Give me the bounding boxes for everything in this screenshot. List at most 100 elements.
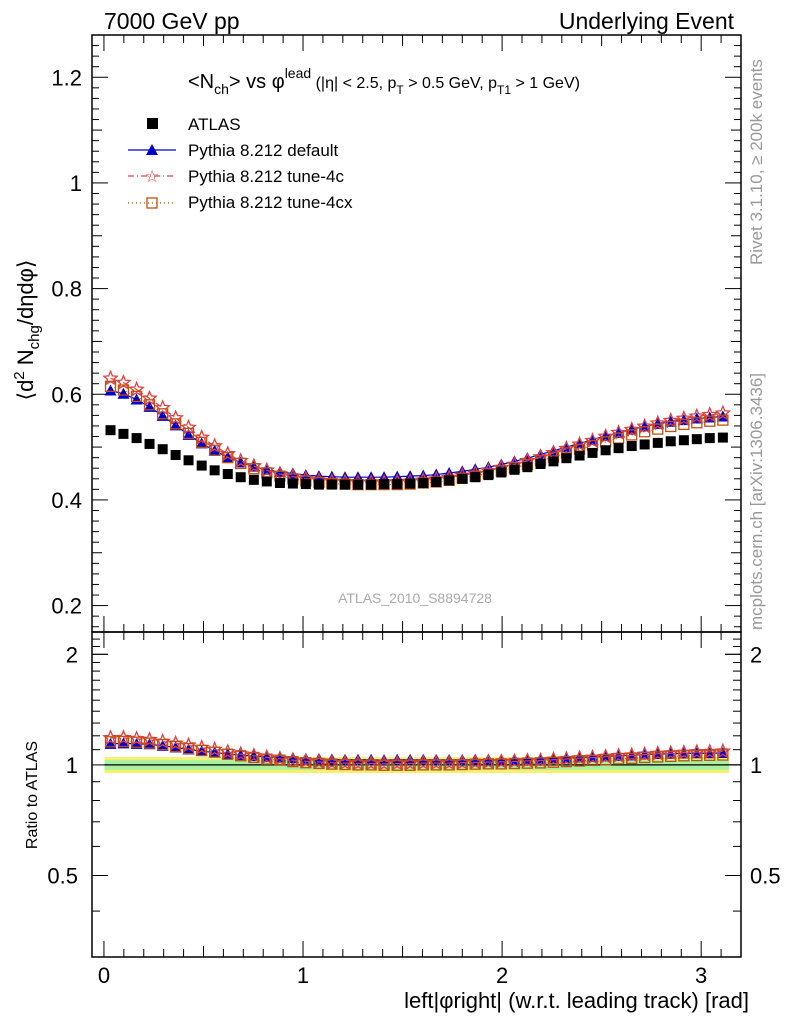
- ratio-point-tune4cx: [495, 758, 507, 770]
- point-atlas: [587, 447, 598, 458]
- ratio-point-tune4cx: [521, 757, 534, 769]
- point-atlas: [366, 479, 377, 490]
- point-default: [104, 384, 117, 396]
- ratio-ytick-label-right: 1: [750, 753, 762, 778]
- ratio-point-tune4cx: [208, 746, 221, 758]
- ratio-series-tune4cx: [104, 735, 729, 771]
- ratio-point-tune4cx: [274, 754, 286, 766]
- ratio-point-tune4cx: [404, 759, 416, 771]
- point-atlas: [613, 443, 624, 454]
- point-tune4c: [636, 417, 653, 434]
- point-atlas: [170, 450, 181, 461]
- ratio-point-tune4cx: [248, 751, 260, 764]
- ratio-point-tune4cx: [157, 739, 169, 751]
- point-default: [482, 461, 495, 473]
- point-atlas: [326, 479, 337, 490]
- point-atlas: [274, 478, 285, 489]
- header-left: 7000 GeV pp: [104, 8, 240, 34]
- main-ytick-label: 0.2: [51, 594, 82, 619]
- point-atlas: [626, 441, 637, 452]
- ratio-ytick-label-right: 0.5: [750, 863, 781, 888]
- point-atlas: [431, 476, 442, 487]
- ratio-point-tune4c: [102, 729, 119, 745]
- point-default: [169, 419, 182, 431]
- point-atlas: [509, 464, 520, 475]
- point-tune4c: [141, 389, 158, 406]
- point-atlas: [483, 470, 494, 481]
- point-tune4c: [167, 409, 184, 426]
- point-atlas: [652, 437, 663, 448]
- point-atlas: [209, 465, 220, 476]
- point-tune4c: [115, 373, 132, 390]
- point-atlas: [600, 445, 611, 456]
- point-atlas: [561, 453, 572, 464]
- ratio-point-tune4cx: [169, 740, 182, 753]
- point-tune4c: [610, 424, 627, 440]
- point-tune4c: [701, 406, 719, 422]
- ratio-point-tune4cx: [339, 758, 351, 771]
- legend-marker-atlas: [147, 118, 158, 129]
- main-ytick-label: 1: [70, 171, 82, 196]
- point-atlas: [287, 478, 298, 489]
- point-tune4c: [649, 414, 667, 431]
- point-atlas: [248, 474, 259, 485]
- ratio-point-default: [117, 737, 130, 749]
- ratio-axis-ticks: 0.5 0.5 1 1 2 2 0 1 2 3: [47, 632, 781, 988]
- main-ytick-label: 0.8: [51, 277, 82, 302]
- point-tune4c: [206, 437, 223, 454]
- ratio-point-tune4cx: [326, 758, 338, 770]
- ratio-point-tune4cx: [130, 736, 143, 748]
- point-default: [117, 387, 130, 399]
- header-right: Underlying Event: [559, 8, 735, 34]
- point-tune4c: [545, 444, 562, 460]
- ratio-point-tune4cx: [560, 755, 573, 768]
- point-tune4c: [219, 445, 237, 461]
- point-atlas: [717, 432, 728, 443]
- point-tune4cx: [612, 432, 625, 444]
- point-tune4cx: [235, 457, 247, 470]
- ratio-xlabel: left|φright| (w.r.t. leading track) [rad…: [404, 988, 749, 1013]
- point-default: [299, 469, 312, 481]
- legend-label-tune4cx: Pythia 8.212 tune-4cx: [188, 193, 353, 212]
- point-tune4c: [597, 427, 614, 444]
- ratio-ytick-label-right: 2: [750, 642, 762, 667]
- point-tune4c: [154, 399, 171, 416]
- ratio-point-tune4cx: [482, 758, 495, 770]
- point-atlas: [261, 476, 272, 487]
- point-tune4cx: [652, 423, 664, 435]
- ratio-point-tune4c: [688, 743, 706, 760]
- ratio-point-tune4cx: [196, 744, 208, 757]
- ratio-point-tune4cx: [261, 753, 273, 765]
- ratio-point-tune4cx: [417, 759, 429, 771]
- point-atlas: [535, 458, 546, 469]
- point-tune4cx: [104, 380, 117, 392]
- point-tune4c: [193, 428, 210, 445]
- point-atlas: [405, 478, 416, 489]
- point-tune4cx: [169, 418, 182, 430]
- ratio-uncertainty-band: [104, 757, 741, 774]
- point-tune4c: [714, 404, 732, 421]
- ratio-point-tune4cx: [665, 750, 677, 763]
- ratio-frame: [91, 631, 742, 958]
- point-atlas: [183, 455, 194, 466]
- point-tune4cx: [157, 408, 169, 420]
- point-default: [208, 444, 221, 456]
- point-default: [521, 452, 534, 464]
- ratio-point-default: [391, 753, 404, 765]
- ratio-point-default: [716, 747, 729, 759]
- point-tune4cx: [704, 415, 716, 427]
- point-tune4cx: [678, 418, 690, 431]
- point-tune4cx: [691, 417, 703, 429]
- ratio-ylabel: Ratio to ATLAS: [24, 741, 41, 849]
- point-tune4cx: [626, 429, 638, 441]
- ratio-point-tune4cx: [352, 759, 364, 771]
- main-ytick-label: 0.4: [51, 488, 82, 513]
- main-ylabel: ⟨d2 Nchg/dηdφ⟩: [11, 259, 43, 400]
- point-tune4c: [675, 409, 693, 426]
- point-atlas: [457, 473, 468, 484]
- ratio-point-tune4c: [714, 742, 732, 759]
- point-tune4cx: [248, 463, 260, 475]
- point-atlas: [496, 467, 507, 478]
- point-tune4cx: [208, 444, 221, 456]
- ratio-point-tune4cx: [638, 751, 651, 764]
